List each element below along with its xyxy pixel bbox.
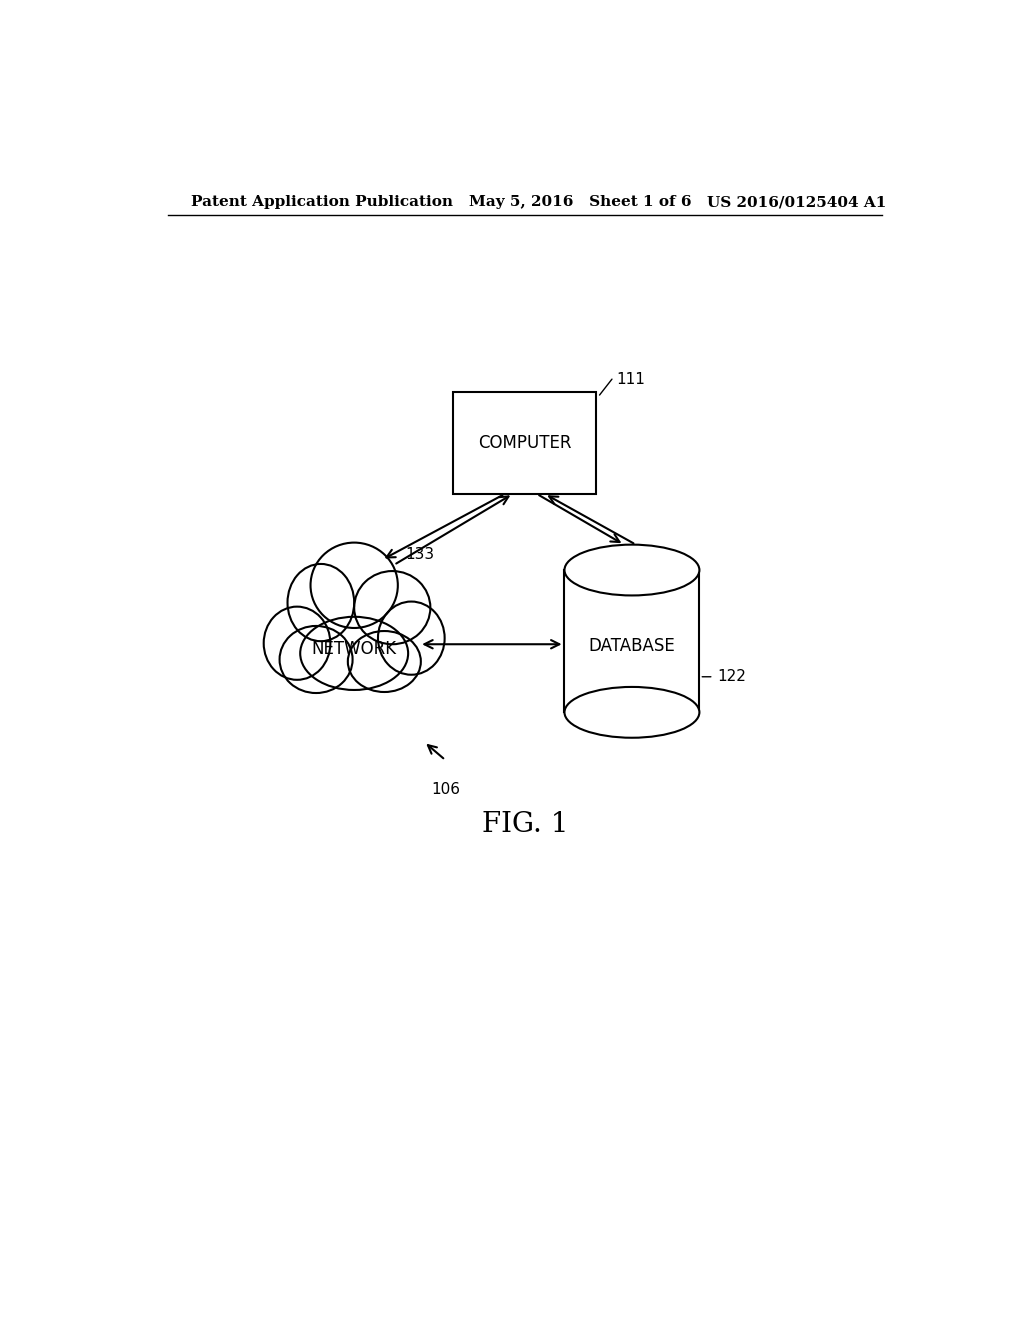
Text: 111: 111 — [616, 372, 645, 387]
Text: 133: 133 — [406, 548, 435, 562]
Text: COMPUTER: COMPUTER — [478, 434, 571, 451]
Text: Patent Application Publication: Patent Application Publication — [191, 195, 454, 209]
Text: DATABASE: DATABASE — [589, 638, 675, 655]
Ellipse shape — [348, 631, 421, 692]
Ellipse shape — [354, 572, 430, 644]
Ellipse shape — [264, 607, 331, 680]
Text: May 5, 2016   Sheet 1 of 6: May 5, 2016 Sheet 1 of 6 — [469, 195, 692, 209]
Ellipse shape — [564, 686, 699, 738]
FancyBboxPatch shape — [454, 392, 596, 494]
Text: US 2016/0125404 A1: US 2016/0125404 A1 — [708, 195, 887, 209]
Bar — [564, 570, 699, 713]
Ellipse shape — [564, 545, 699, 595]
Text: 106: 106 — [431, 783, 460, 797]
Ellipse shape — [280, 626, 352, 693]
Ellipse shape — [310, 543, 397, 628]
Ellipse shape — [378, 602, 444, 675]
Text: FIG. 1: FIG. 1 — [481, 810, 568, 838]
Text: 122: 122 — [717, 669, 745, 684]
Text: NETWORK: NETWORK — [311, 640, 396, 659]
Ellipse shape — [300, 616, 409, 690]
Ellipse shape — [288, 564, 354, 642]
